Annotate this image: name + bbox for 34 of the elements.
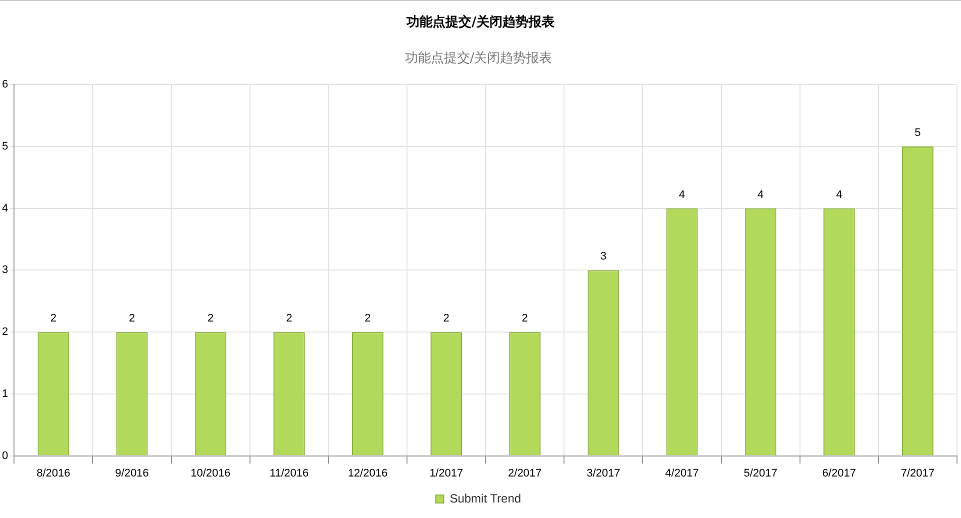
x-tick-label: 5/2017 xyxy=(744,467,778,480)
data-label: 2 xyxy=(286,312,292,325)
y-tick-label: 0 xyxy=(2,450,8,462)
chart-title: 功能点提交/关闭趋势报表 xyxy=(405,14,556,31)
x-tick-label: 11/2016 xyxy=(270,467,309,480)
x-tick-label: 6/2017 xyxy=(822,467,856,480)
data-label: 2 xyxy=(207,312,214,325)
data-label: 4 xyxy=(836,188,842,201)
data-label: 2 xyxy=(50,312,56,325)
data-label: 2 xyxy=(364,312,371,325)
data-label: 4 xyxy=(758,188,764,201)
y-tick-label: 1 xyxy=(2,388,8,400)
x-tick-label: 4/2017 xyxy=(665,467,699,480)
data-label: 2 xyxy=(522,312,528,325)
x-tick-label: 1/2017 xyxy=(429,467,464,480)
y-tick-label: 3 xyxy=(2,264,8,276)
y-tick-label: 5 xyxy=(2,140,8,152)
y-tick-label: 4 xyxy=(2,202,8,214)
data-label: 5 xyxy=(914,127,921,139)
data-label: 4 xyxy=(678,188,686,201)
x-tick-label: 3/2017 xyxy=(586,467,620,480)
x-tick-label: 8/2016 xyxy=(36,467,70,480)
x-tick-label: 7/2017 xyxy=(900,467,935,480)
x-tick-label: 9/2016 xyxy=(115,467,149,480)
chart-subtitle: 功能点提交/关闭趋势报表 xyxy=(404,50,552,66)
y-tick-label: 2 xyxy=(2,326,8,338)
x-tick-label: 12/2016 xyxy=(348,467,388,480)
data-label: 2 xyxy=(128,312,136,325)
data-label: 2 xyxy=(443,312,450,325)
data-label: 3 xyxy=(600,250,606,263)
x-tick-label: 10/2016 xyxy=(190,467,230,480)
y-tick-label: 6 xyxy=(2,78,8,91)
legend-label: Submit Trend xyxy=(450,491,522,506)
x-tick-label: 2/2017 xyxy=(508,467,542,480)
